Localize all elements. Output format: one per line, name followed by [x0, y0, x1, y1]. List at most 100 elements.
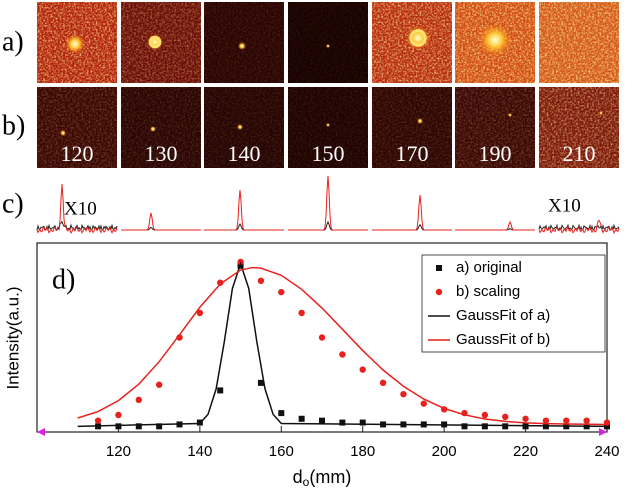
x-label-main: d: [293, 467, 303, 487]
fit-line: [77, 266, 608, 426]
image-grid: 120 130 140 150 170 190 210: [37, 2, 619, 168]
profile-black: [36, 220, 118, 232]
image-noise: [288, 2, 368, 83]
legend-marker: [436, 265, 442, 271]
profile-red: [121, 212, 201, 231]
image-spot: [60, 130, 66, 136]
legend-box: [421, 254, 606, 353]
x-tick-label: 160: [269, 443, 294, 460]
point: [135, 423, 142, 430]
image-noise: [204, 87, 284, 168]
point: [339, 351, 346, 358]
point: [481, 423, 488, 430]
point: [196, 309, 204, 317]
point: [217, 387, 224, 394]
point: [156, 423, 163, 430]
distance-label: 150: [312, 141, 345, 166]
profile-black: [538, 223, 620, 232]
point: [583, 417, 590, 424]
profile-red: [455, 220, 535, 231]
distance-label: 190: [479, 141, 512, 166]
point: [522, 415, 529, 422]
x-tick-label: 140: [187, 443, 212, 460]
x-tick-label: 240: [594, 443, 619, 460]
point: [217, 279, 224, 286]
point: [318, 334, 326, 341]
panel-label: c): [2, 188, 24, 219]
image-spot: [417, 118, 423, 124]
image-spot: [65, 34, 85, 54]
profile-red: [372, 194, 452, 231]
chart: d) Intensity(a.u.) do(mm) 120 140 160 180 20…: [3, 242, 620, 489]
distance-label: 130: [145, 141, 178, 166]
image-ring: [409, 29, 427, 47]
image-noise: [539, 2, 619, 83]
point: [502, 413, 509, 421]
image-ring: [148, 35, 162, 49]
profile-red: [288, 175, 368, 231]
panel-label: b): [2, 110, 25, 141]
point: [339, 419, 346, 426]
point: [298, 309, 305, 317]
point: [359, 419, 366, 426]
legend-label: a) original: [456, 259, 522, 276]
image-spot: [326, 123, 330, 127]
point: [481, 411, 489, 419]
x-axis-label: do(mm): [293, 467, 352, 489]
image-noise: [204, 2, 284, 83]
image-spot: [150, 126, 156, 132]
point: [135, 396, 142, 404]
point: [257, 277, 265, 284]
image-spot: [326, 44, 330, 48]
annotation: X10: [64, 198, 97, 219]
profile-black: [372, 223, 452, 231]
y-axis-label: Intensity(a.u.): [3, 287, 22, 390]
profiles: [36, 175, 620, 235]
point: [94, 417, 102, 424]
point: [420, 400, 427, 407]
x-tick-label: 200: [432, 443, 457, 460]
image-noise: [288, 87, 368, 168]
image-noise: [539, 87, 619, 168]
image-spot: [508, 113, 512, 117]
image-noise: [455, 87, 535, 168]
point: [278, 410, 285, 417]
annotation: X10: [548, 195, 581, 216]
point: [542, 417, 550, 424]
point: [155, 381, 163, 388]
distance-label: 210: [563, 141, 596, 166]
image-spot: [479, 24, 511, 56]
distance-label: 170: [396, 141, 429, 166]
point: [278, 288, 285, 296]
profile-red: [538, 219, 620, 235]
point: [379, 379, 387, 387]
x-label-sub: o: [303, 475, 310, 489]
point: [115, 411, 122, 419]
image-spot: [238, 42, 246, 50]
point: [359, 366, 366, 373]
image-spot: [599, 111, 603, 115]
image-noise: [121, 87, 201, 168]
point: [115, 423, 122, 430]
point: [400, 391, 407, 398]
panel-label: a): [2, 26, 24, 57]
plot-frame: [36, 242, 608, 433]
legend-marker: [435, 288, 443, 296]
fit-line: [77, 261, 608, 428]
image-spot: [237, 124, 243, 130]
legend-label: GaussFit of b): [456, 331, 550, 348]
distance-label: 140: [228, 141, 261, 166]
point: [298, 415, 305, 422]
x-tick-label: 120: [106, 443, 131, 460]
distance-label: 120: [61, 141, 94, 166]
legend-label: GaussFit of a): [456, 307, 550, 324]
point: [563, 417, 570, 424]
x-tick-label: 220: [513, 443, 538, 460]
profile-red: [36, 183, 118, 235]
point: [319, 417, 325, 424]
point: [502, 423, 509, 430]
profile-red: [204, 189, 284, 231]
x-tick-label: 180: [350, 443, 375, 460]
point: [257, 379, 264, 386]
